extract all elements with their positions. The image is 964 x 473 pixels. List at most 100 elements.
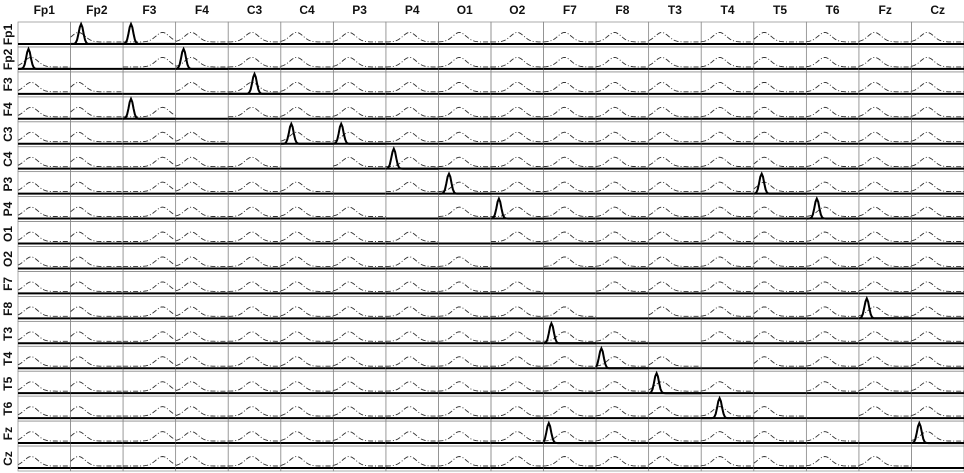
solid-peak	[438, 171, 491, 195]
dashed-curve	[70, 456, 124, 467]
dashed-curve	[543, 206, 597, 218]
dashed-curve	[701, 131, 754, 143]
dashed-curve	[911, 331, 964, 342]
dashed-curve	[333, 106, 386, 118]
dashed-curve	[385, 306, 439, 317]
solid-peak	[122, 21, 176, 45]
dashed-curve	[701, 206, 754, 218]
dashed-curve	[280, 81, 334, 93]
dashed-curve	[17, 456, 71, 467]
dashed-curve	[911, 32, 964, 43]
dashed-curve	[648, 406, 702, 417]
dashed-curve	[491, 406, 544, 417]
dashed-curve	[280, 331, 334, 342]
dashed-curve	[858, 281, 912, 292]
dashed-curve	[17, 406, 71, 417]
dashed-curve	[543, 406, 597, 417]
dashed-curve	[490, 431, 544, 442]
dashed-curve	[701, 32, 754, 43]
solid-peak	[595, 345, 649, 370]
dashed-curve	[175, 456, 229, 467]
dashed-curve	[385, 456, 439, 467]
dashed-curve	[858, 32, 912, 43]
row-label: F4	[1, 102, 15, 116]
row-label: Cz	[1, 451, 15, 466]
dashed-curve	[17, 81, 71, 93]
dashed-curve	[806, 131, 859, 143]
dashed-curve	[911, 431, 964, 442]
dashed-curve	[70, 181, 124, 193]
solid-peak	[122, 96, 176, 120]
dashed-curve	[438, 356, 491, 367]
row-label: P4	[1, 201, 15, 216]
dashed-curve	[385, 81, 439, 93]
dashed-curve	[491, 281, 544, 292]
column-label: T5	[773, 3, 787, 17]
dashed-curve	[490, 206, 544, 218]
dashed-curve	[543, 131, 597, 143]
dashed-curve	[123, 56, 176, 68]
row-label: F7	[1, 277, 15, 291]
dashed-curve	[175, 231, 229, 242]
dashed-curve	[385, 181, 439, 193]
dashed-curve	[228, 406, 281, 417]
column-label: Fz	[878, 3, 891, 17]
solid-peak	[542, 420, 597, 445]
dashed-curve	[175, 81, 229, 93]
dashed-curve	[17, 106, 71, 118]
dashed-curve	[596, 406, 649, 417]
dashed-curve	[385, 131, 439, 143]
dashed-curve	[333, 156, 386, 168]
dashed-curve	[911, 156, 964, 168]
row-label: Fp2	[1, 48, 15, 70]
dashed-curve	[648, 206, 702, 218]
dashed-curve	[280, 306, 334, 317]
dashed-curve	[70, 206, 124, 218]
dashed-curve	[806, 106, 859, 118]
dashed-curve	[228, 106, 281, 118]
dashed-curve	[596, 206, 649, 218]
dashed-curve	[753, 32, 807, 43]
dashed-curve	[385, 381, 439, 392]
dashed-curve	[858, 181, 912, 193]
solid-peak	[333, 121, 386, 145]
dashed-curve	[806, 381, 859, 392]
dashed-curve	[175, 32, 229, 43]
solid-peak	[701, 395, 754, 420]
dashed-curve	[280, 231, 334, 242]
dashed-curve	[228, 81, 281, 93]
dashed-curve	[333, 381, 386, 392]
dashed-curve	[123, 281, 176, 292]
column-label: C3	[247, 3, 263, 17]
solid-peak	[228, 71, 281, 95]
dashed-curve	[123, 381, 176, 392]
dashed-curve	[806, 281, 859, 292]
dashed-curve	[543, 181, 597, 193]
dashed-curve	[123, 156, 176, 168]
solid-peak	[648, 370, 702, 395]
dashed-curve	[70, 231, 124, 242]
dashed-curve	[438, 381, 491, 392]
dashed-curve	[753, 156, 807, 168]
dashed-curve	[491, 456, 544, 467]
dashed-curve	[175, 206, 229, 218]
dashed-curve	[333, 331, 386, 342]
dashed-curve	[333, 456, 386, 467]
dashed-curve	[543, 356, 597, 367]
dashed-curve	[806, 32, 859, 43]
dashed-curve	[333, 81, 386, 93]
dashed-curve	[858, 456, 912, 467]
dashed-curve	[280, 56, 334, 68]
row-label: T5	[1, 376, 15, 390]
dashed-curve	[175, 56, 229, 68]
dashed-curve	[543, 331, 597, 342]
dashed-curve	[753, 56, 807, 68]
dashed-curve	[858, 156, 912, 168]
dashed-curve	[123, 306, 176, 317]
dashed-curve	[596, 81, 649, 93]
dashed-curve	[648, 156, 702, 168]
column-label: Fp2	[86, 3, 108, 17]
row-label: O1	[1, 226, 15, 242]
dashed-curve	[17, 156, 71, 168]
dashed-curve	[596, 56, 649, 68]
